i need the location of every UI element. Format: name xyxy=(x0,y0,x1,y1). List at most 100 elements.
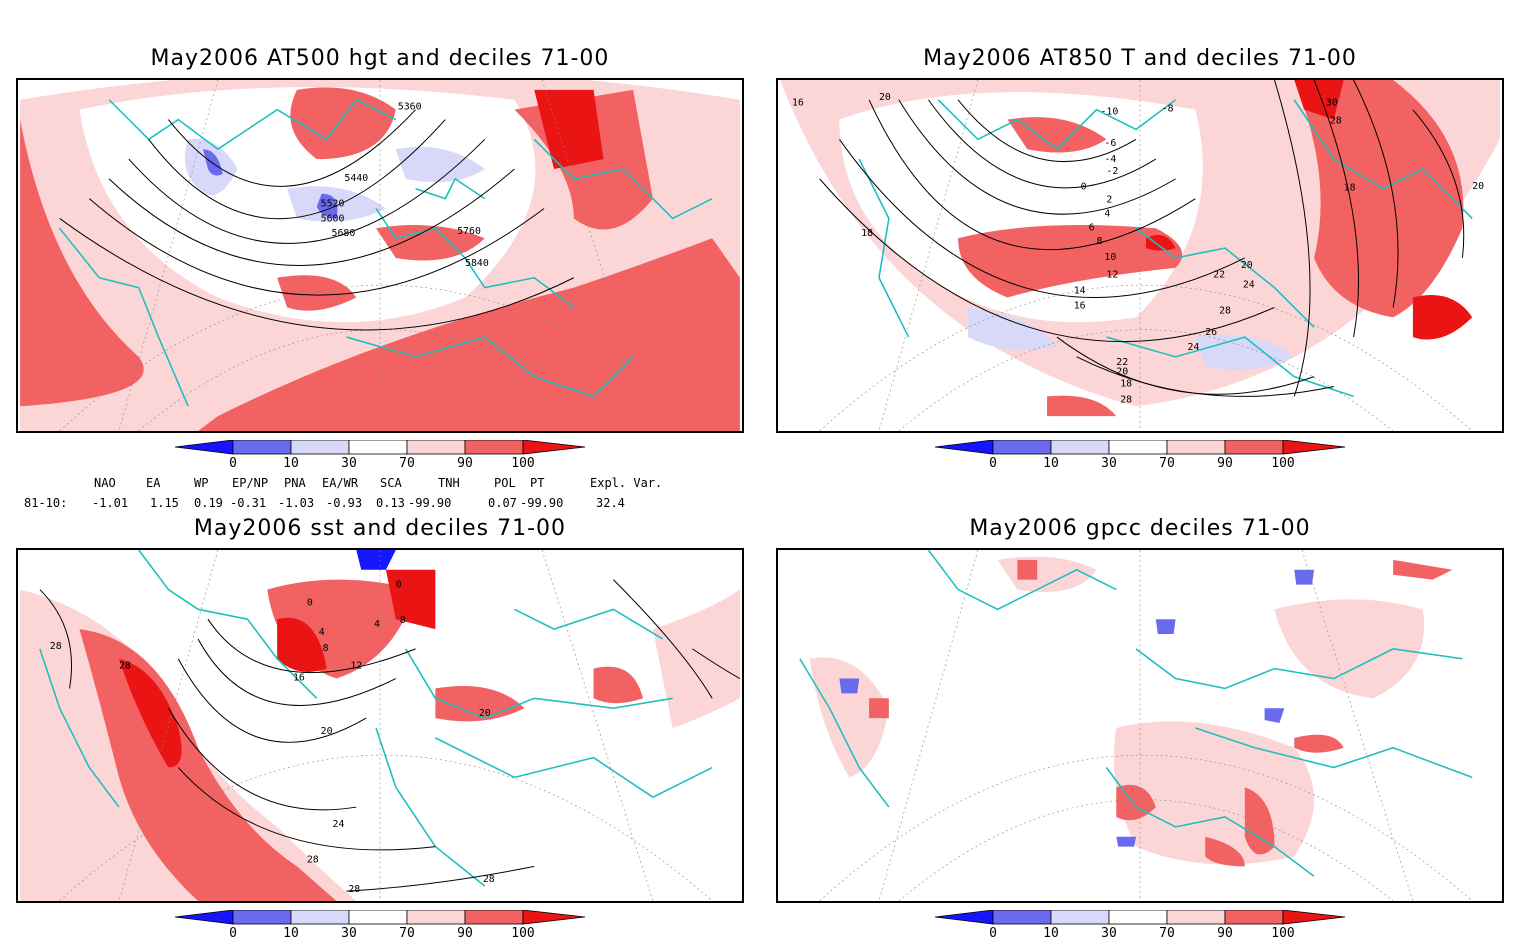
contour-label: 18 xyxy=(1344,183,1356,194)
colorbar-tick: 30 xyxy=(341,456,357,471)
colorbar-ramp xyxy=(175,440,586,455)
contour-label: 20 xyxy=(479,708,491,719)
contour-label: 12 xyxy=(1106,270,1118,281)
colorbar-sst: 0 10 30 70 90 100 xyxy=(175,910,587,942)
map-panel-sst: 28 28 0 0 4 4 8 8 12 16 20 24 28 20 28 2… xyxy=(16,548,744,903)
contour-label: 2 xyxy=(1106,195,1112,206)
index-header: EA xyxy=(146,476,161,490)
index-header: SCA xyxy=(380,476,402,490)
contour-label: 8 xyxy=(323,643,329,654)
contour-label: 10 xyxy=(1104,252,1116,263)
teleconnection-indices: NAO EA WP EP/NP PNA EA/WR SCA TNH POL PT… xyxy=(20,472,720,516)
contour-label: 4 xyxy=(1104,208,1110,219)
index-header: PT xyxy=(530,476,545,490)
map-panel-gpcc xyxy=(776,548,1504,903)
colorbar-tick: 10 xyxy=(1043,456,1059,471)
contour-label: 16 xyxy=(293,673,305,684)
index-value: 32.4 xyxy=(596,496,625,510)
map-panel-t850: 16 20 -10 -8 -6 -4 -2 0 2 4 6 8 10 12 14… xyxy=(776,78,1504,433)
colorbar-tick: 10 xyxy=(283,926,299,941)
contour-label: -6 xyxy=(1104,138,1116,149)
colorbar-tick: 0 xyxy=(229,926,237,941)
contour-label: 14 xyxy=(1074,286,1086,297)
index-value: -1.01 xyxy=(92,496,129,510)
panel-title-sst: May2006 sst and deciles 71-00 xyxy=(193,516,567,541)
panel-title-t850: May2006 AT850 T and deciles 71-00 xyxy=(923,46,1357,71)
contour-label: 6 xyxy=(1089,222,1095,233)
contour-label: 5680 xyxy=(332,228,356,239)
contour-label: 16 xyxy=(792,98,804,109)
index-header: TNH xyxy=(438,476,460,490)
contour-label: 0 xyxy=(1081,182,1087,193)
colorbar-tick: 70 xyxy=(1159,456,1175,471)
map-gpcc xyxy=(780,550,1500,901)
colorbar-tick: 0 xyxy=(989,926,997,941)
index-value: -99.90 xyxy=(408,496,452,510)
index-value: 1.15 xyxy=(150,496,179,510)
contour-label: 5760 xyxy=(457,226,481,237)
contour-label: 22 xyxy=(1116,357,1128,368)
contour-label: 28 xyxy=(119,661,131,672)
index-value: -0.31 xyxy=(230,496,267,510)
contour-label: 4 xyxy=(319,627,325,638)
contour-label: 28 xyxy=(348,884,360,895)
contour-label: 18 xyxy=(1120,379,1132,390)
index-value: 0.19 xyxy=(194,496,223,510)
contour-label: -8 xyxy=(1162,104,1174,115)
colorbar-tick: 100 xyxy=(511,456,535,471)
colorbar-tick: 90 xyxy=(1217,456,1233,471)
colorbar-tick: 10 xyxy=(283,456,299,471)
contour-label: 30 xyxy=(1326,98,1338,109)
map-t850: 16 20 -10 -8 -6 -4 -2 0 2 4 6 8 10 12 14… xyxy=(780,80,1500,431)
contour-label: 5360 xyxy=(398,102,422,113)
contour-label: 28 xyxy=(307,854,319,865)
index-header: Expl. Var. xyxy=(590,476,663,490)
map-hgt500: 5360 5440 5520 5600 5680 5760 5840 xyxy=(20,80,740,431)
contour-label: 28 xyxy=(1219,305,1231,316)
contour-label: 5440 xyxy=(344,173,368,184)
index-value: -0.93 xyxy=(326,496,363,510)
contour-label: 16 xyxy=(1074,300,1086,311)
contour-label: -2 xyxy=(1106,166,1118,177)
index-header: EA/WR xyxy=(322,476,359,490)
map-panel-hgt500: 5360 5440 5520 5600 5680 5760 5840 xyxy=(16,78,744,433)
index-value: -1.03 xyxy=(278,496,315,510)
contour-label: 28 xyxy=(483,874,495,885)
colorbar-ramp xyxy=(935,910,1346,925)
contour-label: 20 xyxy=(1472,181,1484,192)
contour-label: 24 xyxy=(1187,342,1199,353)
colorbar-tick: 70 xyxy=(399,456,415,471)
contour-label: 26 xyxy=(1205,327,1217,338)
index-value: -99.90 xyxy=(520,496,564,510)
contour-label: 22 xyxy=(1213,270,1225,281)
colorbar-tick: 70 xyxy=(399,926,415,941)
contour-label: 28 xyxy=(50,641,62,652)
colorbar-tick: 100 xyxy=(1271,926,1295,941)
colorbar-ramp xyxy=(935,440,1346,455)
colorbar-tick: 70 xyxy=(1159,926,1175,941)
colorbar-ramp xyxy=(175,910,586,925)
contour-label: 5520 xyxy=(321,199,345,210)
panel-title-gpcc: May2006 gpcc deciles 71-00 xyxy=(969,516,1311,541)
index-value: 0.13 xyxy=(376,496,405,510)
contour-label: -4 xyxy=(1104,154,1116,165)
contour-label: 20 xyxy=(879,92,891,103)
index-row-label: 81-10: xyxy=(24,496,68,510)
contour-label: 18 xyxy=(861,228,873,239)
colorbar-tick: 0 xyxy=(989,456,997,471)
colorbar-tick: 30 xyxy=(341,926,357,941)
panel-title-hgt500: May2006 AT500 hgt and deciles 71-00 xyxy=(150,46,610,71)
index-header: POL xyxy=(494,476,516,490)
colorbar-tick: 90 xyxy=(1217,926,1233,941)
index-value: 0.07 xyxy=(488,496,517,510)
contour-label: -10 xyxy=(1100,107,1118,118)
colorbar-hgt500: 0 10 30 70 90 100 xyxy=(175,440,587,472)
map-sst: 28 28 0 0 4 4 8 8 12 16 20 24 28 20 28 2… xyxy=(20,550,741,901)
contour-label: 20 xyxy=(1241,260,1253,271)
colorbar-tick: 100 xyxy=(1271,456,1295,471)
contour-label: 20 xyxy=(321,726,333,737)
colorbar-tick: 0 xyxy=(229,456,237,471)
contour-label: 28 xyxy=(1330,116,1342,127)
colorbar-t850: 0 10 30 70 90 100 xyxy=(935,440,1347,472)
index-header: WP xyxy=(194,476,209,490)
